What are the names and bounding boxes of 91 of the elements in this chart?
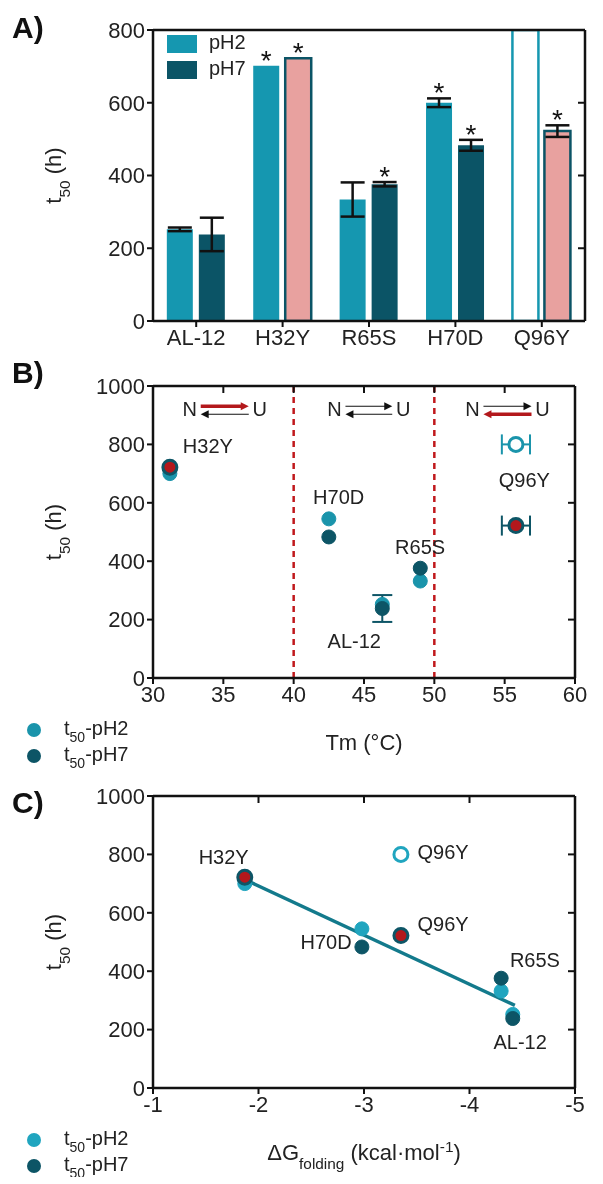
y-tick-label: 200 (108, 607, 145, 633)
annotation: Q96Y (417, 912, 469, 935)
y-tick-label: 400 (108, 959, 145, 985)
x-tick-label: 40 (281, 681, 306, 707)
point (505, 1011, 521, 1026)
x-tick-label: -3 (354, 1091, 374, 1117)
x-tick-label: 55 (492, 681, 517, 707)
x-tick-label: R65S (341, 324, 397, 350)
bar (426, 102, 453, 321)
y-tick-label: 400 (108, 163, 145, 189)
y-tick-label: 0 (132, 308, 145, 334)
legend-label: t$_{50}$-pH2 (64, 717, 129, 745)
annotation: H70D (300, 931, 352, 954)
data-label: * (551, 104, 563, 136)
x-axis-title: ΔG$_{folding}$ (kcal·mol$^{-1}$) (267, 1137, 461, 1172)
legend-label: pH7 (209, 57, 246, 80)
point (354, 921, 370, 937)
x-tick-label: H32Y (255, 324, 311, 350)
annotation: N (327, 397, 342, 420)
x-tick-label: AL-12 (166, 324, 226, 350)
bar (166, 229, 193, 321)
point (236, 868, 254, 886)
x-tick-label: Q96Y (513, 324, 571, 350)
point (392, 927, 410, 945)
x-tick-label: -5 (565, 1091, 585, 1117)
data-label: * (260, 44, 272, 76)
x-tick-label: -2 (248, 1091, 269, 1117)
y-tick-label: 600 (108, 900, 145, 926)
data-label: * (433, 77, 445, 109)
x-tick-label: H70D (427, 324, 484, 350)
point (374, 601, 390, 616)
legend-label: t$_{50}$-pH2 (64, 1127, 129, 1155)
x-tick-label: -1 (143, 1091, 163, 1117)
annotation: AL-12 (327, 629, 381, 652)
chart-title: A) (12, 11, 44, 44)
y-tick-label: 600 (108, 90, 145, 116)
annotation: H70D (313, 485, 365, 508)
point (321, 511, 337, 527)
annotation: AL-12 (493, 1031, 547, 1054)
annotation: H32Y (198, 845, 249, 868)
annotation: N (465, 397, 480, 420)
y-tick-label: 0 (132, 1075, 145, 1101)
point (412, 560, 428, 576)
bar (198, 234, 225, 321)
x-axis-title: Tm (°C) (325, 730, 403, 755)
annotation: Q96Y (498, 469, 550, 492)
y-tick-label: 400 (108, 549, 145, 575)
annotation: H32Y (182, 434, 233, 457)
x-tick-label: 60 (562, 681, 588, 707)
x-tick-label: -4 (459, 1091, 480, 1117)
bar (458, 145, 485, 321)
chart-title: B) (12, 356, 44, 389)
annotation: U (252, 397, 267, 420)
point (493, 983, 509, 999)
point (412, 573, 428, 589)
x-tick-label: 50 (422, 681, 447, 707)
y-tick-label: 800 (108, 842, 145, 868)
y-tick-label: 1000 (96, 783, 145, 809)
point (321, 529, 337, 545)
bar (253, 65, 280, 321)
annotation: N (182, 397, 197, 420)
annotation: U (535, 397, 550, 420)
legend-label: pH2 (209, 31, 246, 54)
data-label: * (379, 161, 391, 193)
x-tick-label: 35 (211, 681, 236, 707)
y-tick-label: 600 (108, 490, 145, 516)
point (507, 435, 525, 453)
chart-title: C) (12, 786, 44, 819)
bar (339, 199, 366, 321)
y-tick-label: 800 (108, 17, 145, 43)
annotation: Q96Y (417, 840, 469, 863)
annotation: R65S (509, 948, 560, 971)
point (493, 970, 509, 986)
annotation: U (396, 397, 411, 420)
y-tick-label: 200 (108, 236, 145, 262)
annotation: R65S (395, 535, 446, 558)
y-tick-label: 200 (108, 1017, 145, 1043)
legend-label: t$_{50}$-pH7 (64, 743, 129, 771)
bar (371, 184, 398, 321)
y-tick-label: 1000 (96, 373, 145, 399)
point (392, 845, 410, 863)
point (161, 458, 179, 476)
point (354, 939, 370, 955)
x-tick-label: 45 (351, 681, 377, 707)
y-tick-label: 800 (108, 432, 145, 458)
bar (511, 30, 540, 321)
bar (543, 129, 572, 321)
legend-label: t$_{50}$-pH7 (64, 1153, 129, 1181)
point (507, 517, 525, 535)
data-label: * (465, 118, 477, 150)
data-label: * (292, 37, 304, 69)
